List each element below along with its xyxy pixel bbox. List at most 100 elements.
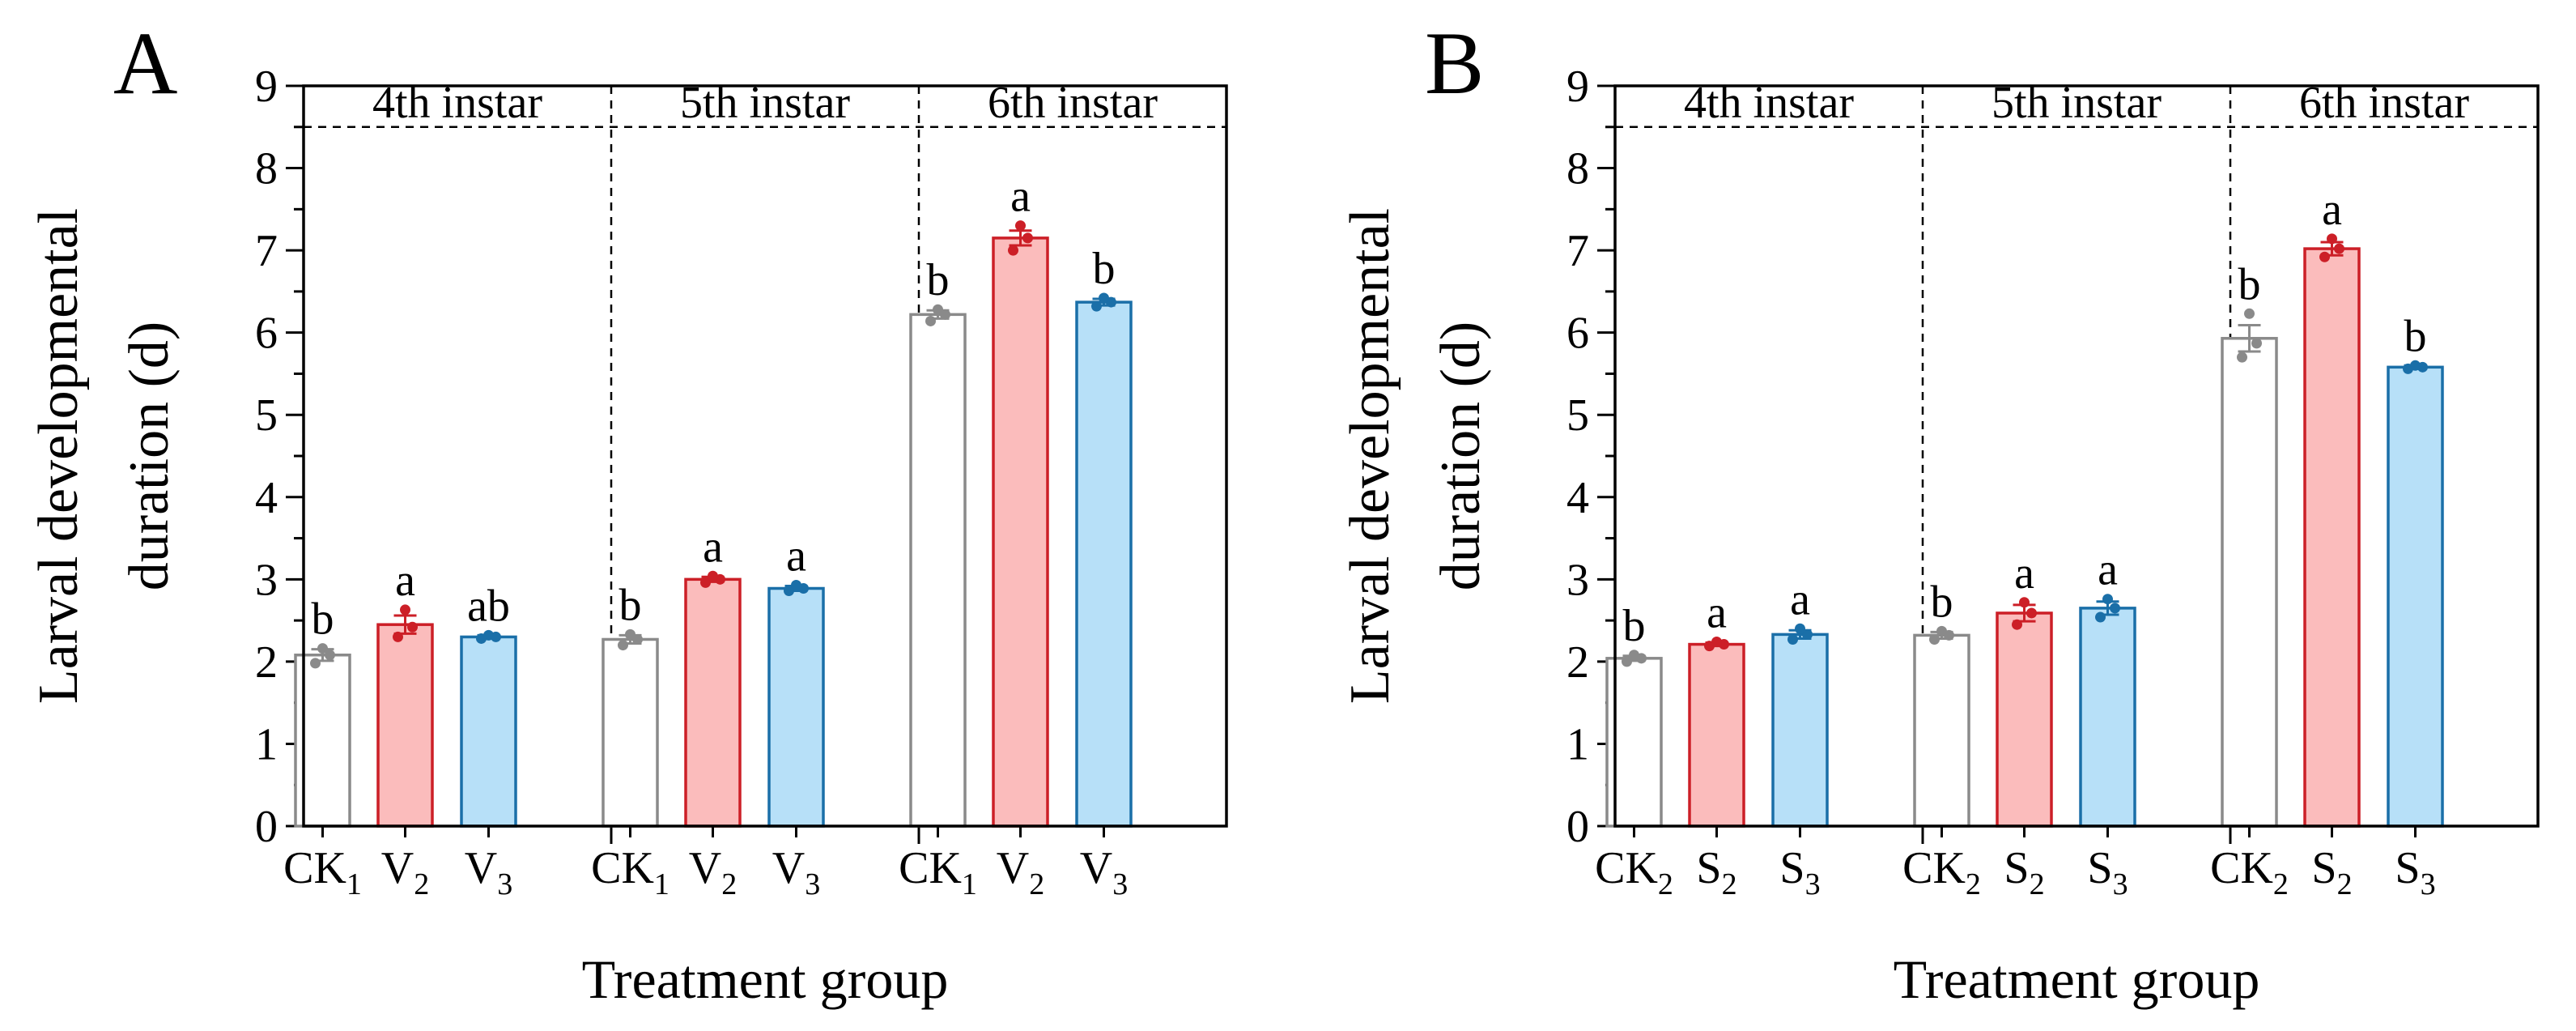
data-point	[791, 579, 801, 590]
x-tick-label: S2	[2004, 843, 2044, 901]
panel-label: B	[1425, 14, 1484, 113]
x-tick-label: V2	[997, 843, 1044, 901]
y-tick-label: 0	[255, 802, 278, 852]
data-point	[1022, 232, 1033, 244]
data-point	[1629, 650, 1639, 661]
panel-a: A Larval developmental duration (d) 0 1 2 3 4 5 6…	[28, 14, 1228, 1010]
bar	[2387, 365, 2444, 828]
data-point	[2410, 360, 2421, 371]
y-tick-label: 3	[1566, 555, 1589, 605]
data-point	[310, 658, 321, 669]
data-point	[1091, 300, 1102, 312]
y-tick-label: 9	[255, 62, 278, 112]
y-tick-label: 2	[1566, 637, 1589, 688]
bar	[1771, 633, 1829, 828]
significance-letter: a	[786, 530, 806, 581]
data-point	[708, 570, 718, 582]
x-tick-label: S3	[1779, 843, 1820, 901]
data-point	[2095, 611, 2106, 623]
x-tick-label: S3	[2395, 843, 2435, 901]
data-point	[1015, 220, 1026, 232]
data-point	[2026, 607, 2037, 619]
panel-label: A	[113, 14, 177, 113]
data-point	[407, 621, 418, 633]
y-axis-label-line1: Larval developmental	[1339, 208, 1401, 704]
data-point	[2110, 603, 2120, 614]
data-point	[317, 643, 328, 654]
y-tick-label: 8	[1566, 144, 1589, 194]
data-point	[1099, 292, 1109, 304]
plot-frame	[1613, 84, 2540, 828]
data-point	[1622, 656, 1632, 667]
data-point	[925, 315, 936, 326]
significance-letter: ab	[467, 581, 510, 631]
bar	[2079, 607, 2136, 828]
bar	[601, 637, 659, 828]
x-tick-label: V2	[689, 843, 737, 901]
y-tick-label: 5	[255, 390, 278, 441]
data-point	[618, 640, 628, 651]
bar	[684, 577, 742, 828]
significance-letter: b	[2238, 259, 2261, 309]
data-point	[1802, 628, 1813, 640]
data-point	[1929, 633, 1940, 645]
significance-letter: a	[1790, 574, 1810, 624]
bar	[376, 623, 434, 828]
x-axis-label: Treatment group	[582, 948, 949, 1010]
x-tick-label: S3	[2087, 843, 2128, 901]
data-point	[1936, 625, 1947, 637]
x-tick-label: V3	[772, 843, 820, 901]
x-axis-label: Treatment group	[1894, 948, 2260, 1010]
x-tick-label: V3	[1080, 843, 1128, 901]
data-point	[2244, 308, 2255, 319]
y-tick-label: 4	[1566, 473, 1589, 523]
significance-letter: a	[703, 522, 723, 572]
x-tick-label: CK2	[1902, 843, 1981, 901]
significance-letter: b	[619, 580, 642, 630]
data-point	[2102, 594, 2113, 605]
data-point	[325, 650, 335, 661]
significance-letter: a	[2322, 185, 2342, 235]
y-axis-label-line2: duration (d)	[118, 322, 181, 590]
data-point	[700, 577, 711, 588]
bar	[1913, 633, 1970, 828]
y-tick-label: 6	[1566, 309, 1589, 359]
data-point	[400, 604, 410, 616]
bar	[909, 313, 967, 828]
bar	[1996, 611, 2053, 828]
panel-b: B Larval developmental duration (d) 0 1 2 3 4 5 6…	[1339, 14, 2540, 1010]
x-tick-label: CK1	[899, 843, 977, 901]
y-tick-label: 7	[1566, 226, 1589, 276]
y-tick-label: 0	[1566, 802, 1589, 852]
data-point	[1711, 637, 1722, 648]
bar	[2303, 247, 2361, 828]
significance-letter: a	[1010, 172, 1031, 222]
significance-letter: a	[1707, 588, 1727, 638]
x-tick-label: CK2	[1595, 843, 1673, 901]
data-point	[784, 586, 794, 597]
bar	[1075, 300, 1133, 828]
plot-frame	[302, 84, 1228, 828]
y-tick-label: 8	[255, 144, 278, 194]
y-tick-label: 1	[1566, 719, 1589, 769]
y-tick-label: 9	[1566, 62, 1589, 112]
data-point	[393, 631, 403, 642]
x-tick-label: CK2	[2210, 843, 2289, 901]
bar	[767, 586, 825, 828]
data-point	[1008, 245, 1018, 256]
significance-letter: b	[312, 594, 334, 645]
bar	[2221, 337, 2278, 828]
bar	[1688, 642, 1745, 828]
x-tick-label: S2	[2311, 843, 2352, 901]
data-point	[1787, 633, 1798, 645]
x-tick-label: V3	[465, 843, 512, 901]
data-point	[2251, 338, 2262, 349]
significance-letter: a	[2014, 548, 2034, 599]
data-point	[2019, 597, 2030, 608]
significance-letter: b	[1623, 601, 1646, 651]
y-tick-label: 6	[255, 309, 278, 359]
x-tick-label: CK1	[283, 843, 362, 901]
x-tick-label: CK1	[591, 843, 670, 901]
significance-letter: b	[1931, 577, 1953, 627]
data-point	[2319, 251, 2330, 262]
